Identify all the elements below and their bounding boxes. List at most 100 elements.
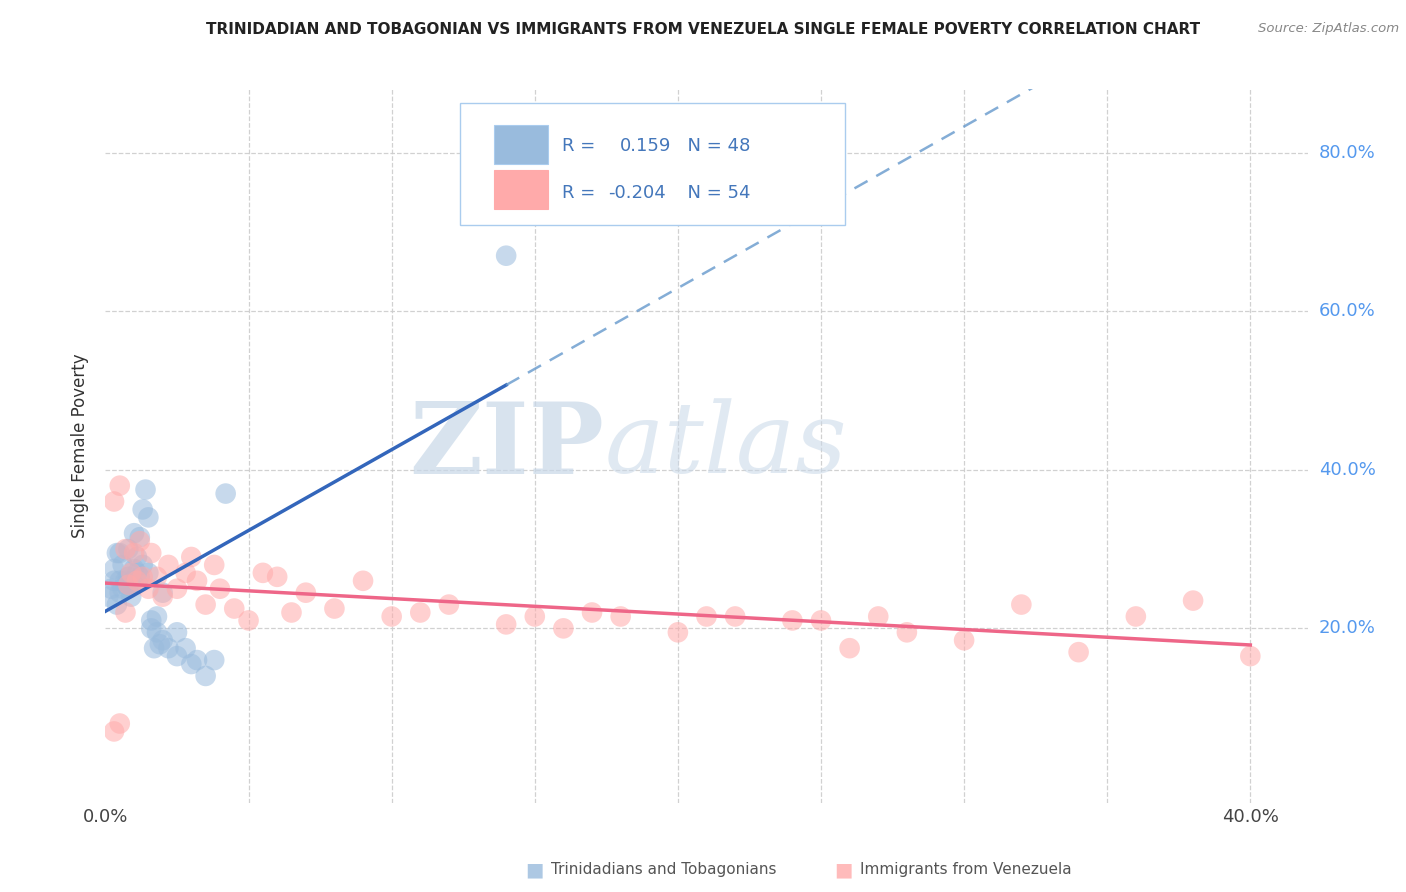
Point — [125, 549, 148, 564]
Text: ■: ■ — [834, 860, 853, 880]
Point — [1010, 598, 1032, 612]
Point — [666, 625, 689, 640]
Point — [149, 637, 172, 651]
Point — [131, 558, 153, 572]
Text: R =: R = — [562, 184, 602, 202]
Point — [146, 609, 169, 624]
Text: 60.0%: 60.0% — [1319, 302, 1375, 320]
Point — [131, 502, 153, 516]
Point — [609, 609, 631, 624]
Point — [1067, 645, 1090, 659]
Text: Source: ZipAtlas.com: Source: ZipAtlas.com — [1258, 22, 1399, 36]
Point — [131, 570, 153, 584]
FancyBboxPatch shape — [460, 103, 845, 225]
Point — [114, 542, 136, 557]
Point — [103, 494, 125, 508]
Point — [266, 570, 288, 584]
Point — [141, 621, 163, 635]
Point — [523, 609, 546, 624]
Point — [103, 724, 125, 739]
Point — [295, 585, 318, 599]
Point — [128, 534, 150, 549]
Point — [152, 585, 174, 599]
Point — [495, 617, 517, 632]
Point — [117, 582, 139, 596]
Point — [120, 578, 142, 592]
Point — [174, 566, 197, 580]
Point — [174, 641, 197, 656]
Point — [838, 641, 860, 656]
Point — [724, 609, 747, 624]
Point — [143, 641, 166, 656]
Point — [117, 578, 139, 592]
Point — [138, 566, 160, 580]
FancyBboxPatch shape — [494, 169, 548, 209]
Point — [122, 562, 145, 576]
Point — [953, 633, 976, 648]
Text: atlas: atlas — [605, 399, 846, 493]
Text: 80.0%: 80.0% — [1319, 144, 1375, 161]
Point — [1182, 593, 1205, 607]
Point — [381, 609, 404, 624]
Point — [896, 625, 918, 640]
Point — [146, 625, 169, 640]
Point — [152, 633, 174, 648]
Point — [180, 657, 202, 671]
Point — [166, 582, 188, 596]
Point — [202, 558, 225, 572]
Point — [810, 614, 832, 628]
Point — [1125, 609, 1147, 624]
Point — [122, 578, 145, 592]
Point — [122, 526, 145, 541]
Point — [120, 566, 142, 580]
Point — [108, 585, 131, 599]
Point — [238, 614, 260, 628]
Point — [495, 249, 517, 263]
Point — [128, 570, 150, 584]
Point — [103, 562, 125, 576]
Point — [111, 558, 134, 572]
Point — [111, 582, 134, 596]
Text: Trinidadians and Tobagonians: Trinidadians and Tobagonians — [551, 863, 776, 877]
Point — [103, 574, 125, 588]
Point — [194, 669, 217, 683]
Point — [128, 530, 150, 544]
Point — [97, 590, 120, 604]
FancyBboxPatch shape — [494, 125, 548, 164]
Point — [352, 574, 374, 588]
Point — [114, 578, 136, 592]
Point — [202, 653, 225, 667]
Point — [166, 649, 188, 664]
Point — [252, 566, 274, 580]
Point — [108, 716, 131, 731]
Text: TRINIDADIAN AND TOBAGONIAN VS IMMIGRANTS FROM VENEZUELA SINGLE FEMALE POVERTY CO: TRINIDADIAN AND TOBAGONIAN VS IMMIGRANTS… — [205, 22, 1201, 37]
Point — [114, 606, 136, 620]
Point — [122, 546, 145, 560]
Text: R =: R = — [562, 137, 602, 155]
Point — [108, 574, 131, 588]
Point — [214, 486, 236, 500]
Point — [100, 582, 122, 596]
Point — [166, 625, 188, 640]
Text: N = 54: N = 54 — [676, 184, 751, 202]
Point — [125, 566, 148, 580]
Point — [696, 609, 718, 624]
Point — [141, 614, 163, 628]
Point — [138, 582, 160, 596]
Point — [114, 574, 136, 588]
Point — [146, 570, 169, 584]
Point — [125, 574, 148, 588]
Point — [323, 601, 346, 615]
Point — [152, 590, 174, 604]
Text: 20.0%: 20.0% — [1319, 619, 1375, 638]
Text: 0.159: 0.159 — [620, 137, 671, 155]
Point — [135, 483, 157, 497]
Point — [117, 542, 139, 557]
Point — [208, 582, 231, 596]
Text: -0.204: -0.204 — [607, 184, 665, 202]
Text: ■: ■ — [524, 860, 544, 880]
Point — [409, 606, 432, 620]
Point — [157, 641, 180, 656]
Point — [105, 546, 128, 560]
Point — [117, 570, 139, 584]
